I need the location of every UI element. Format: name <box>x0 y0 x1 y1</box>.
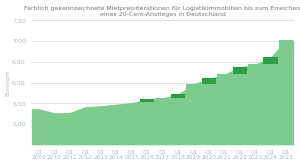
Bar <box>263 57 278 145</box>
Bar <box>186 84 200 145</box>
Title: Farblich gekennzeichnete Mietpreisiterationen für Logistikimmobilien bis zum Err: Farblich gekennzeichnete Mietpreisiterat… <box>24 5 300 17</box>
Bar <box>232 67 247 145</box>
Bar <box>263 64 278 145</box>
Bar <box>202 84 216 145</box>
Bar <box>171 94 185 145</box>
Bar <box>279 40 293 145</box>
Bar <box>248 64 262 145</box>
Bar <box>232 74 247 145</box>
Y-axis label: Euro/qm: Euro/qm <box>6 69 10 96</box>
Bar <box>202 78 216 145</box>
Bar <box>217 74 231 145</box>
Bar <box>140 102 154 145</box>
Bar <box>140 99 154 145</box>
Bar <box>155 98 170 145</box>
Bar <box>171 98 185 145</box>
